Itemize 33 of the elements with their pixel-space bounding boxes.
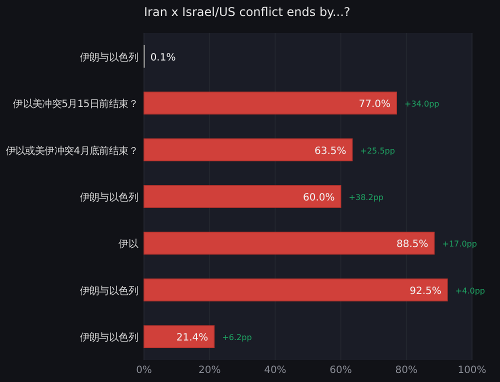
annotation: +34.0pp (404, 100, 440, 109)
data-label: 88.5% (396, 239, 428, 250)
data-label: 92.5% (410, 286, 442, 297)
y-tick-label: 伊朗与以色列 (80, 332, 138, 344)
x-tick-label: 80% (395, 365, 418, 376)
data-label: 77.0% (358, 99, 391, 110)
x-tick-label: 60% (330, 365, 352, 376)
x-tick-label: 40% (264, 365, 286, 376)
annotation: +25.5pp (360, 146, 395, 156)
bar (144, 278, 448, 302)
data-label: 63.5% (314, 146, 346, 157)
bar (144, 325, 215, 348)
y-tick-label: 伊以美冲突5月15日前结束？ (13, 98, 138, 110)
annotation: +17.0pp (442, 240, 477, 249)
y-tick-label: 伊朗与以色列 (80, 192, 138, 204)
data-label: 21.4% (176, 332, 208, 344)
bar (144, 92, 397, 114)
bar (144, 185, 342, 208)
data-label: 60.0% (303, 192, 335, 204)
y-tick-label: 伊以 (118, 238, 138, 250)
chart-title: Iran x Israel/US conflict ends by...? (144, 5, 350, 19)
x-tick-label: 20% (198, 365, 221, 376)
data-label: 0.1% (150, 52, 176, 64)
x-tick-label: 100% (458, 365, 486, 376)
y-tick-label: 伊朗与以色列 (80, 284, 138, 297)
x-tick-label: 0% (136, 365, 152, 376)
bar (144, 232, 435, 255)
bar (144, 138, 353, 162)
y-tick-label: 伊朗与以色列 (80, 51, 138, 64)
annotation: +38.2pp (348, 193, 384, 202)
y-tick-label: 伊以或美伊冲突4月底前结束？ (6, 144, 138, 157)
annotation: +4.0pp (455, 286, 485, 296)
annotation: +6.2pp (222, 333, 252, 342)
